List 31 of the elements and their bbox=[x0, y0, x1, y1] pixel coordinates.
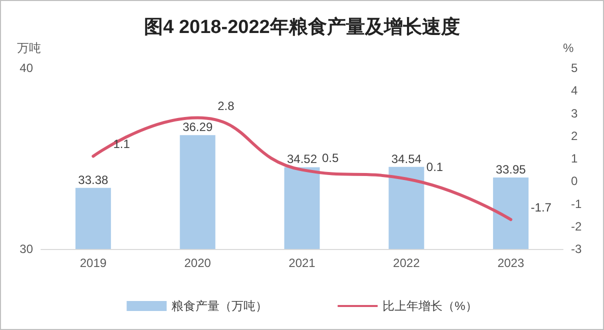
y2-axis-title: % bbox=[563, 41, 574, 55]
y2-tick-label: -2 bbox=[571, 219, 582, 234]
legend-label: 比上年增长（%） bbox=[382, 299, 478, 313]
y2-tick-label: 3 bbox=[571, 106, 578, 120]
data-label: 36.29 bbox=[182, 120, 213, 134]
y2-tick-label: -1 bbox=[571, 196, 582, 211]
data-label: 34.54 bbox=[391, 152, 422, 166]
data-label: 33.95 bbox=[496, 162, 526, 177]
y2-tick-label: 1 bbox=[571, 152, 578, 166]
y-axis-title: 万吨 bbox=[17, 41, 41, 55]
legend-label: 粮食产量（万吨） bbox=[172, 299, 268, 313]
y-tick-label: 40 bbox=[20, 61, 34, 75]
x-tick-label: 2021 bbox=[288, 256, 316, 270]
data-label: 34.52 bbox=[286, 152, 318, 166]
y2-tick-label: 0 bbox=[571, 174, 578, 188]
chart-title: 图4 2018-2022年粮食产量及增长速度 bbox=[144, 16, 460, 38]
x-tick-label: 2019 bbox=[80, 256, 107, 270]
data-label: 2.8 bbox=[218, 98, 235, 113]
y2-tick-label: -3 bbox=[571, 242, 582, 256]
x-tick-label: 2020 bbox=[184, 256, 212, 270]
y2-tick-label: 2 bbox=[571, 128, 578, 143]
data-label: 1.1 bbox=[113, 137, 130, 152]
data-label: -1.7 bbox=[530, 200, 552, 215]
x-tick-label: 2022 bbox=[393, 256, 420, 270]
data-label: 33.38 bbox=[78, 172, 109, 187]
y2-tick-label: 5 bbox=[571, 61, 578, 75]
x-tick-label: 2023 bbox=[497, 256, 524, 270]
y2-tick-label: 4 bbox=[571, 84, 578, 98]
data-label: 0.1 bbox=[426, 160, 444, 174]
data-label: 0.5 bbox=[322, 150, 340, 165]
y-tick-label: 30 bbox=[20, 242, 34, 256]
